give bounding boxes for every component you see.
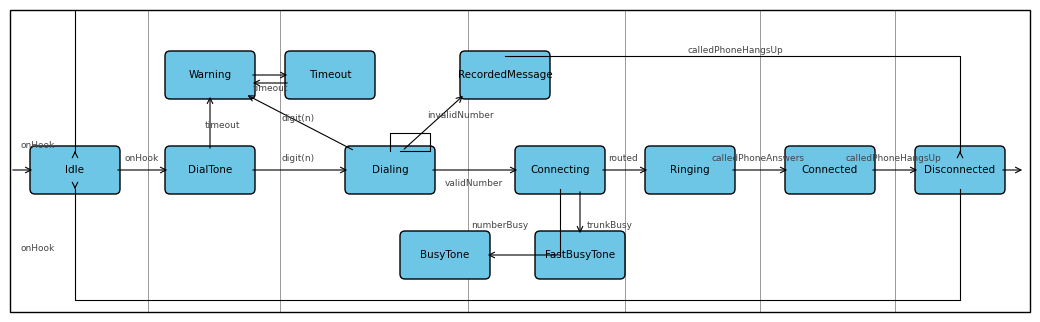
Text: trunkBusy: trunkBusy: [587, 221, 633, 230]
Text: validNumber: validNumber: [445, 178, 503, 187]
FancyBboxPatch shape: [645, 146, 735, 194]
Text: Timeout: Timeout: [309, 70, 352, 80]
FancyBboxPatch shape: [30, 146, 120, 194]
Text: BusyTone: BusyTone: [420, 250, 470, 260]
FancyBboxPatch shape: [345, 146, 435, 194]
Text: digit(n): digit(n): [282, 113, 314, 122]
Text: onHook: onHook: [21, 140, 55, 149]
FancyBboxPatch shape: [535, 231, 625, 279]
Text: Connected: Connected: [802, 165, 858, 175]
FancyBboxPatch shape: [785, 146, 875, 194]
Text: calledPhoneAnswers: calledPhoneAnswers: [711, 154, 805, 163]
FancyBboxPatch shape: [515, 146, 605, 194]
Text: Warning: Warning: [188, 70, 232, 80]
FancyBboxPatch shape: [165, 51, 255, 99]
FancyBboxPatch shape: [400, 231, 490, 279]
Text: Connecting: Connecting: [530, 165, 590, 175]
Text: Dialing: Dialing: [371, 165, 409, 175]
Text: DialTone: DialTone: [188, 165, 232, 175]
Text: calledPhoneHangsUp: calledPhoneHangsUp: [846, 154, 941, 163]
Text: onHook: onHook: [125, 154, 159, 163]
Text: Disconnected: Disconnected: [925, 165, 995, 175]
Text: onHook: onHook: [21, 243, 55, 252]
Text: timeout: timeout: [253, 83, 288, 92]
Text: routed: routed: [608, 154, 638, 163]
Text: Idle: Idle: [66, 165, 84, 175]
Text: timeout: timeout: [204, 120, 240, 129]
Text: RecordedMessage: RecordedMessage: [458, 70, 552, 80]
Text: invalidNumber: invalidNumber: [426, 110, 493, 119]
Text: Ringing: Ringing: [670, 165, 710, 175]
Text: FastBusyTone: FastBusyTone: [545, 250, 615, 260]
FancyBboxPatch shape: [915, 146, 1005, 194]
Text: digit(n): digit(n): [282, 154, 314, 163]
FancyBboxPatch shape: [460, 51, 550, 99]
FancyBboxPatch shape: [285, 51, 375, 99]
Text: numberBusy: numberBusy: [471, 221, 528, 230]
FancyBboxPatch shape: [165, 146, 255, 194]
Text: calledPhoneHangsUp: calledPhoneHangsUp: [687, 45, 783, 54]
